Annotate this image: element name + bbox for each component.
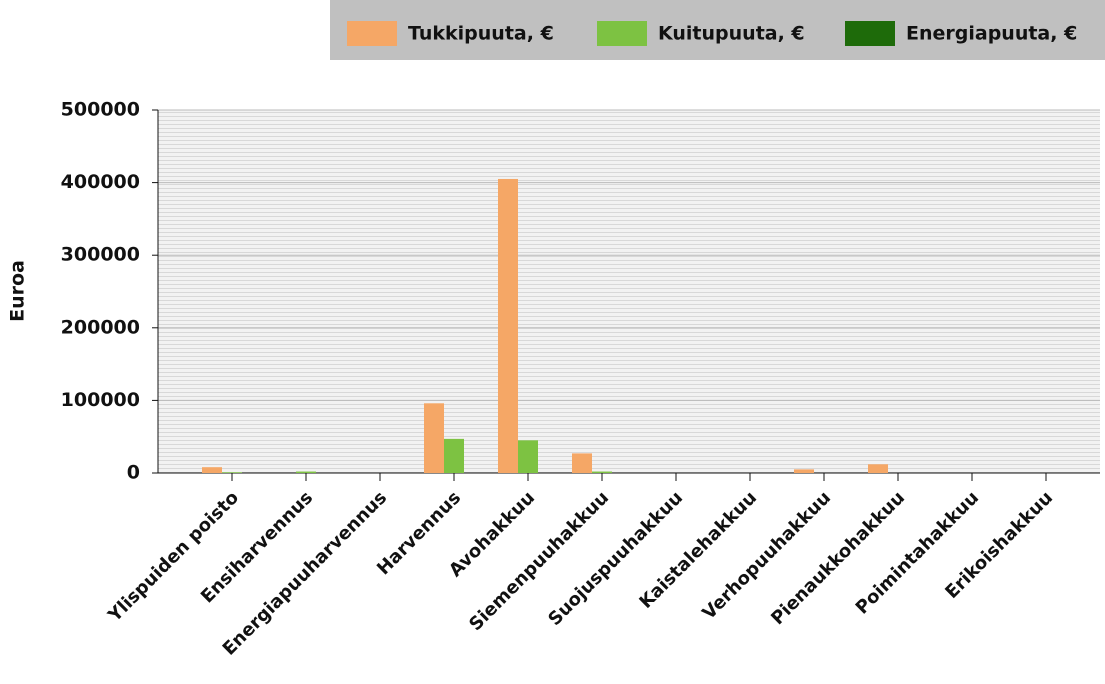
y-tick-label: 400000 xyxy=(61,171,140,193)
bar xyxy=(202,467,222,473)
x-tick-label: Verhopuuhakkuu xyxy=(698,487,835,624)
x-tick-label: Suojuspuuhakkuu xyxy=(544,487,687,630)
y-axis-label: Euroa xyxy=(7,260,29,322)
x-tick-label: Siemenpuuhakkuu xyxy=(465,487,613,635)
y-tick-label: 500000 xyxy=(61,99,140,121)
x-tick-label: Ylispuiden poisto xyxy=(104,487,243,626)
x-tick-label: Poimintahakkuu xyxy=(852,487,983,618)
y-tick-label: 100000 xyxy=(61,389,140,411)
y-tick-label: 300000 xyxy=(61,244,140,266)
bar xyxy=(868,464,888,473)
x-tick-label: Pienaukkohakkuu xyxy=(767,487,909,629)
legend-label: Kuitupuuta, € xyxy=(658,23,805,45)
legend-box xyxy=(330,0,1105,60)
legend-swatch xyxy=(347,21,397,46)
bar xyxy=(572,453,592,473)
bar xyxy=(592,471,612,473)
plot-background xyxy=(158,110,1100,473)
bar xyxy=(424,403,444,473)
bar xyxy=(498,178,518,473)
bar xyxy=(518,440,538,473)
legend-label: Energiapuuta, € xyxy=(906,23,1077,45)
bar xyxy=(794,469,814,473)
y-tick-label: 200000 xyxy=(61,316,140,338)
legend-swatch xyxy=(597,21,647,46)
legend-swatch xyxy=(845,21,895,46)
bar xyxy=(296,471,316,473)
bar xyxy=(222,472,242,473)
bar xyxy=(444,438,464,473)
y-tick-label: 0 xyxy=(127,462,140,484)
legend-label: Tukkipuuta, € xyxy=(408,23,554,45)
